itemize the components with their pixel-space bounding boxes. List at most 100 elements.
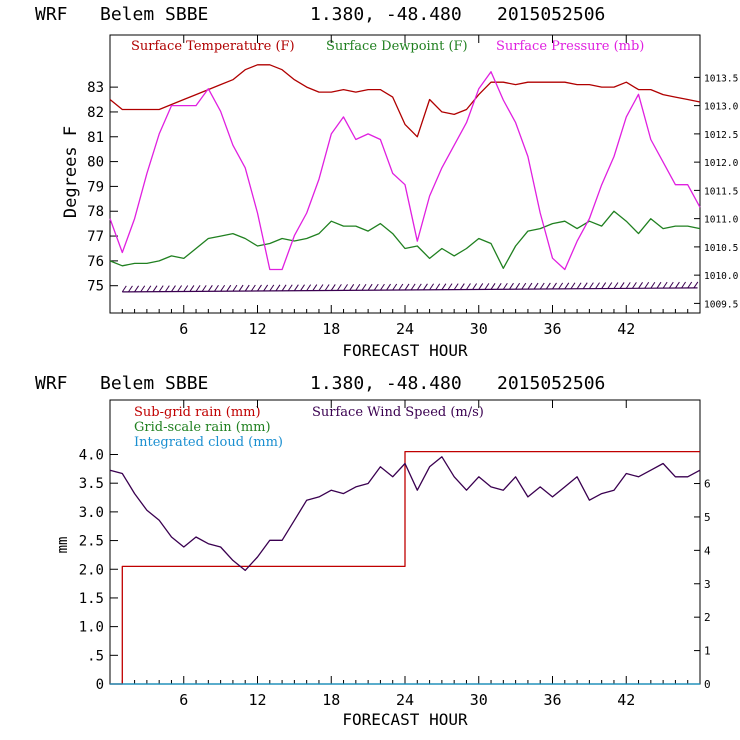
panel1-title-model: WRF [35,4,68,25]
panel1-y-tick-label: 77 [87,229,104,245]
panel1-y2-tick-label: 1013.0 [704,102,739,113]
wind-barb [644,281,650,289]
panel2-y2-tick-label: 5 [704,511,711,524]
wind-barb [269,284,275,292]
wind-barb [146,285,152,293]
panel2-title-model: WRF [35,373,68,394]
panel1-x-tick-label: 42 [617,320,635,338]
panel2-y-tick-label: .5 [87,648,104,664]
panel1-y-tick-label: 83 [87,80,104,96]
panel1-line-surface-temperature [109,64,701,138]
wind-barb [164,285,170,292]
wind-barb [312,284,318,291]
wind-barb [140,285,146,293]
panel1-title-station: Belem SBBE [100,4,208,25]
wind-barb [361,283,367,291]
wind-barb [656,281,662,289]
panel1-x-tick-label: 30 [470,320,488,338]
panel2-legend-gridscale-rain: Grid-scale rain (mm) [134,420,271,435]
wind-barb [195,285,201,292]
wind-barb [693,281,699,289]
panel2-x-tick-label: 42 [617,691,635,709]
wind-barb [244,284,250,292]
wind-barb [638,282,643,289]
wind-barb [509,282,514,290]
panel1-series [109,64,701,271]
wind-barb [490,283,496,290]
wind-barb [201,285,207,292]
wind-barb [668,281,674,289]
panel1-y2-tick-label: 1013.5 [704,73,738,84]
wind-barb [650,281,656,289]
wind-barb [220,284,226,292]
wind-barb [478,283,484,290]
wind-barb [545,282,551,290]
panel2-y-tick-label: 1.0 [79,620,104,636]
panel1-y2-tick-label: 1011.5 [704,186,738,197]
panel2-y2-tick-label: 4 [704,544,711,557]
wind-barb [681,281,686,289]
panel2-y2-tick-label: 0 [704,678,711,691]
panel2-legend-subgrid-rain: Sub-grid rain (mm) [134,405,261,420]
panel2-x-tick-label: 30 [470,691,488,709]
wind-barb [459,283,465,290]
wind-barb [404,283,410,291]
wind-barb [552,282,557,290]
wind-barb [539,282,545,290]
wind-barb [275,284,281,292]
panel1-x-tick-label: 18 [322,320,340,338]
wind-barb [238,284,244,292]
panel2-y2-tick-label: 1 [704,645,711,658]
wind-barb [527,282,533,290]
wind-barb [380,283,385,291]
panel1-legend-dewpoint: Surface Dewpoint (F) [326,39,468,54]
wind-barb [134,285,139,293]
wind-barb [601,282,607,289]
panel1-y2-tick-label: 1011.0 [704,215,739,226]
wind-barb [613,282,619,289]
wind-barb [336,284,342,291]
wind-barb [300,284,305,291]
panel1-y-tick-label: 79 [87,179,104,195]
wind-barb [207,285,213,292]
panel2-y-tick-label: 3.0 [79,505,104,521]
panel1-legend-temperature: Surface Temperature (F) [131,39,295,54]
panel1-x-tick-label: 24 [396,320,414,338]
wind-barb [287,284,293,292]
panel2-line-surface-wind-speed [109,456,701,572]
wind-barb [607,282,613,289]
wind-barb [416,283,422,291]
panel1-y-tick-label: 76 [87,254,104,270]
wind-barb [435,283,441,290]
wind-barb [429,283,434,291]
wind-barb [502,282,508,290]
wind-barb [355,284,361,291]
panel1-y-tick-label: 81 [87,130,104,146]
wind-barb [441,283,447,290]
wind-barb [226,284,232,292]
panel1-y2-tick-label: 1010.0 [704,271,739,282]
wind-barb [257,284,262,292]
panel1-axis-ticks: 6 12 18 24 30 36 42 75 76 77 78 79 80 81 82 83 1009.5 101… [87,35,739,338]
wind-barb [189,285,195,292]
panel1-y-tick-label: 78 [87,204,104,220]
temperature-panel: WRF Belem SBBE 1.380, -48.480 2015052506… [35,4,739,360]
wind-barb [367,283,373,291]
wind-barb [128,285,133,293]
panel2-y2-tick-label: 2 [704,611,711,624]
panel1-plot-frame [109,34,701,314]
wind-barb [281,284,287,292]
panel2-title-coords: 1.380, -48.480 [310,373,462,394]
wind-barb [410,283,416,291]
wind-barb [582,282,588,289]
panel2-x-axis-label: FORECAST HOUR [342,710,468,729]
wind-barb [453,283,459,290]
wind-barb [625,282,631,289]
wind-barb [373,283,379,291]
panel1-title-date: 2015052506 [497,4,605,25]
panel1-line-surface-dewpoint [109,210,701,269]
wind-barb [558,282,564,290]
panel1-y-tick-label: 75 [87,279,104,295]
panel1-y2-tick-label: 1010.5 [704,243,738,254]
